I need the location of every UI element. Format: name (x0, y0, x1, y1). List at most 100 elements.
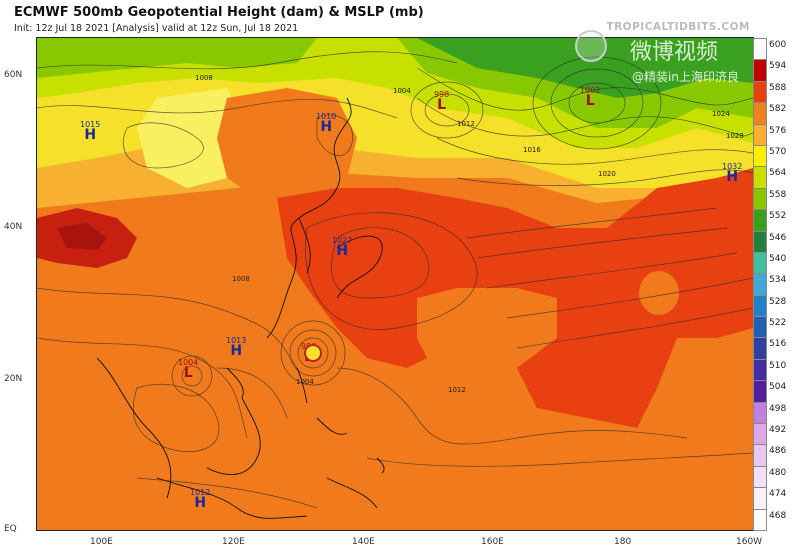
pressure-type: H (320, 119, 333, 135)
legend-swatch (753, 444, 767, 467)
legend-swatch (753, 487, 767, 510)
height-field (37, 38, 753, 530)
legend-swatch (753, 423, 767, 446)
lat-label-40n: 40N (4, 222, 23, 232)
pressure-type: H (336, 243, 349, 259)
pressure-value: 1013 (226, 336, 247, 345)
watermark-text: 微博视频 (630, 40, 719, 65)
lat-label-60n: 60N (4, 70, 23, 80)
isobar-label: 1012 (457, 120, 475, 128)
lat-label-20n: 20N (4, 374, 23, 384)
pressure-value: 1002 (580, 86, 601, 95)
pressure-center-high: 1012 H (190, 488, 210, 510)
forecast-map (36, 37, 754, 531)
weibo-logo-icon (575, 30, 607, 62)
pressure-value: 998 (434, 90, 450, 99)
pressure-center-high: 1013 H (226, 336, 246, 358)
legend-value: 522 (769, 318, 787, 329)
pressure-type: H (194, 495, 207, 511)
legend-swatch (753, 316, 767, 339)
pressure-center-high: 1032 H (722, 162, 742, 184)
pressure-center-high: 1027 H (332, 236, 352, 258)
isobar-label: 1024 (712, 110, 730, 118)
legend-value: 594 (769, 61, 787, 72)
lon-label-100e: 100E (90, 537, 113, 547)
legend-value: 564 (769, 168, 787, 179)
legend-value: 588 (769, 82, 787, 93)
isobar-label: 1008 (232, 275, 250, 283)
legend-swatch (753, 251, 767, 275)
legend-value: 474 (769, 489, 787, 500)
source-credit: TROPICALTIDBITS.COM (606, 21, 750, 33)
legend-swatch (753, 358, 767, 382)
lon-label-120e: 120E (222, 537, 245, 547)
legend-swatch (753, 508, 767, 531)
legend-swatch (753, 337, 767, 360)
legend-swatch (753, 38, 767, 61)
legend-value: 468 (769, 510, 787, 521)
pressure-center-low: 1002 L (580, 86, 600, 108)
legend-value: 492 (769, 425, 787, 436)
pressure-center-low: 998 L (434, 90, 449, 112)
pressure-value: 1012 (190, 488, 211, 497)
legend-value: 534 (769, 275, 787, 286)
pressure-value: 1010 (316, 112, 337, 121)
legend-swatch (753, 102, 767, 125)
typhoon-icon (304, 344, 322, 362)
legend-value: 558 (769, 189, 787, 200)
isobar-label: 1016 (523, 146, 541, 154)
pressure-value: 1032 (722, 162, 743, 171)
isobar-label: 1028 (726, 132, 744, 140)
pressure-center-high: 1010 H (316, 112, 336, 134)
legend-value: 582 (769, 104, 787, 115)
lon-label-160w: 160W (736, 537, 763, 547)
pressure-type: L (585, 93, 595, 109)
legend-value: 540 (769, 253, 787, 264)
lat-label-eq: EQ (4, 524, 17, 534)
legend-value: 600 (769, 40, 787, 50)
pressure-type: H (726, 169, 739, 185)
watermark-handle: @精装in上海印济良 (632, 70, 739, 84)
legend-value: 498 (769, 403, 787, 414)
isobar-label: 1004 (296, 378, 314, 386)
isobar-label: 1020 (598, 170, 616, 178)
pressure-center-high: 1015 H (80, 120, 100, 142)
legend-value: 552 (769, 211, 787, 222)
isobar-label: 1008 (195, 74, 213, 82)
lon-label-160e: 160E (481, 537, 504, 547)
legend-swatch (753, 166, 767, 189)
legend-swatch (753, 144, 767, 168)
legend-value: 516 (769, 339, 787, 350)
legend-swatch (753, 401, 767, 425)
pressure-value: 1015 (80, 120, 101, 129)
pressure-type: L (183, 365, 193, 381)
height-legend: 600 594 588 582 576 570 564 558 552 546 540 534 528 5… (753, 37, 800, 531)
legend-value: 510 (769, 360, 787, 371)
legend-value: 576 (769, 125, 787, 136)
pressure-center-low: 1004 L (178, 358, 198, 380)
pressure-type: L (437, 97, 447, 113)
lon-label-180: 180 (614, 537, 632, 547)
legend-swatch (753, 80, 767, 104)
legend-swatch (753, 294, 767, 318)
legend-value: 486 (769, 446, 787, 457)
pressure-value: 1004 (178, 358, 199, 367)
legend-swatch (753, 380, 767, 403)
pressure-value: 1027 (332, 236, 353, 245)
pressure-type: H (230, 343, 243, 359)
legend-value: 546 (769, 232, 787, 243)
legend-swatch (753, 273, 767, 296)
isobar-label: 1012 (448, 386, 466, 394)
legend-swatch (753, 59, 767, 82)
legend-value: 570 (769, 146, 787, 157)
legend-value: 504 (769, 382, 787, 393)
legend-swatch (753, 465, 767, 489)
legend-swatch (753, 123, 767, 146)
map-title: ECMWF 500mb Geopotential Height (dam) & … (14, 5, 424, 20)
legend-value: 480 (769, 467, 787, 478)
legend-swatch (753, 209, 767, 232)
pressure-type: H (84, 127, 97, 143)
isobar-label: 1004 (393, 87, 411, 95)
legend-value: 528 (769, 296, 787, 307)
map-subtitle: Init: 12z Jul 18 2021 [Analysis] valid a… (14, 23, 299, 34)
